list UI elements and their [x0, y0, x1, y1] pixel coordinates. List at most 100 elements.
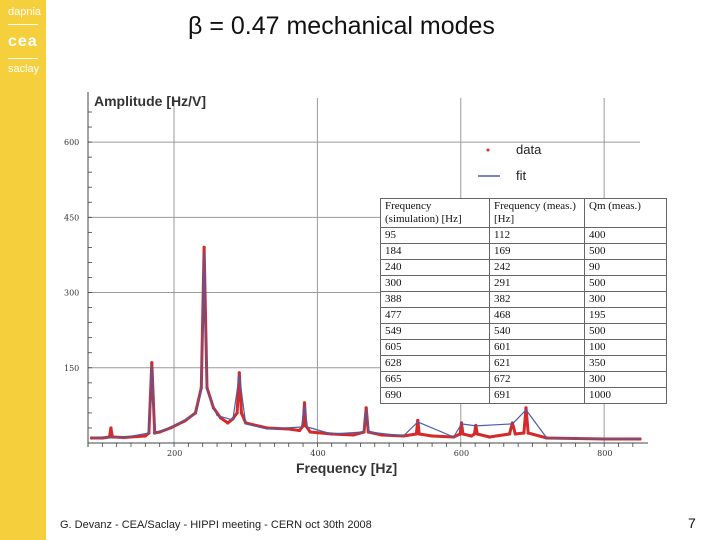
table-cell: 350 [584, 355, 667, 372]
table-cell: 690 [380, 387, 490, 404]
dapnia-logo: dapnia [8, 6, 42, 18]
data-point [416, 418, 420, 423]
table-cell: 691 [489, 387, 585, 404]
data-point [150, 361, 154, 365]
table-cell: 300 [584, 291, 667, 308]
table-row: 95 112 400 [380, 227, 667, 244]
data-point [507, 432, 512, 436]
data-point [308, 430, 312, 434]
data-point [237, 371, 241, 375]
table-row: 388 382 300 [380, 291, 667, 308]
data-point [143, 434, 147, 438]
table-row: 690 691 1000 [380, 387, 667, 404]
data-point [414, 432, 418, 436]
series-fit-line [91, 251, 641, 440]
data-point [469, 434, 474, 438]
table-cell: 195 [584, 307, 667, 324]
table-cell: 540 [489, 323, 585, 340]
table-row: 628 621 350 [380, 355, 667, 372]
table-cell: 601 [489, 339, 585, 356]
header-q-measured: Qm (meas.) [584, 198, 667, 228]
data-point [475, 432, 479, 436]
data-point [458, 432, 462, 436]
data-point [430, 434, 434, 438]
table-cell: 628 [380, 355, 490, 372]
table-cell: 291 [489, 275, 585, 292]
table-row: 549 540 500 [380, 323, 667, 340]
x-tick-label: 800 [597, 449, 612, 458]
table-row: 300 291 500 [380, 275, 667, 292]
x-axis-label: Frequency [Hz] [296, 460, 397, 476]
table-cell: 100 [584, 339, 667, 356]
data-point [364, 406, 368, 410]
legend-label: fit [516, 168, 527, 183]
table-row: 665 672 300 [380, 371, 667, 388]
table-cell: 112 [489, 227, 585, 244]
y-tick-label: 150 [64, 364, 79, 373]
cea-logo: cea [8, 33, 38, 50]
data-point [513, 432, 517, 436]
table-cell: 621 [489, 355, 585, 372]
data-point [487, 435, 492, 439]
table-cell: 665 [380, 371, 490, 388]
y-tick-label: 600 [64, 138, 79, 147]
table-cell: 169 [489, 243, 585, 260]
table-row: 240 242 90 [380, 259, 667, 276]
data-point [522, 431, 526, 435]
table-cell: 1000 [584, 387, 667, 404]
table-cell: 95 [380, 227, 490, 244]
footer-citation: G. Devanz - CEA/Saclay - HIPPI meeting -… [60, 519, 372, 531]
data-point [526, 431, 530, 435]
logo-divider [8, 58, 38, 59]
chart-axes: 150 300 450 600 200 400 600 800 [64, 92, 648, 458]
data-point [239, 411, 244, 415]
data-point [417, 432, 421, 436]
table-cell: 549 [380, 323, 490, 340]
table-cell: 468 [489, 307, 585, 324]
table-cell: 242 [489, 259, 585, 276]
y-tick-label: 300 [64, 289, 79, 298]
table-cell: 240 [380, 259, 490, 276]
saclay-logo: saclay [8, 63, 40, 75]
table-cell: 388 [380, 291, 490, 308]
table-cell: 500 [584, 323, 667, 340]
x-tick-label: 600 [454, 449, 469, 458]
y-tick-label: 450 [64, 213, 79, 222]
table-cell: 400 [584, 227, 667, 244]
table-cell: 90 [584, 259, 667, 276]
table-row: 184 169 500 [380, 243, 667, 260]
table-cell: 500 [584, 243, 667, 260]
logo-divider [8, 24, 38, 25]
y-axis-label: Amplitude [Hz/V] [94, 93, 206, 109]
table-cell: 382 [489, 291, 585, 308]
page-number: 7 [688, 515, 696, 531]
table-cell: 477 [380, 307, 490, 324]
data-point [351, 433, 355, 437]
data-point [235, 411, 239, 415]
x-tick-label: 400 [310, 449, 325, 458]
branding-sidebar: dapnia cea saclay [0, 0, 46, 540]
table-header-row: Frequency (simulation) [Hz] Frequency (m… [380, 198, 667, 228]
data-point [302, 401, 307, 405]
legend-marker-data [486, 148, 490, 152]
data-point [297, 428, 302, 433]
chart-legend: data fit [478, 142, 542, 183]
header-measured-frequency: Frequency (meas.) [Hz] [489, 198, 585, 228]
slide-title: β = 0.47 mechanical modes [188, 12, 495, 40]
data-point [524, 406, 528, 410]
data-point [226, 421, 230, 425]
mechanical-modes-table: Frequency (simulation) [Hz] Frequency (m… [380, 198, 667, 404]
table-cell: 300 [584, 371, 667, 388]
chart-series [89, 245, 642, 441]
data-point [461, 432, 465, 436]
table-row: 477 468 195 [380, 307, 667, 324]
data-point [109, 426, 113, 430]
table-cell: 300 [380, 275, 490, 292]
table-cell: 184 [380, 243, 490, 260]
table-row: 605 601 100 [380, 339, 667, 356]
table-cell: 605 [380, 339, 490, 356]
data-point [472, 432, 476, 436]
x-tick-label: 200 [167, 449, 182, 458]
table-cell: 500 [584, 275, 667, 292]
data-point [202, 245, 206, 250]
